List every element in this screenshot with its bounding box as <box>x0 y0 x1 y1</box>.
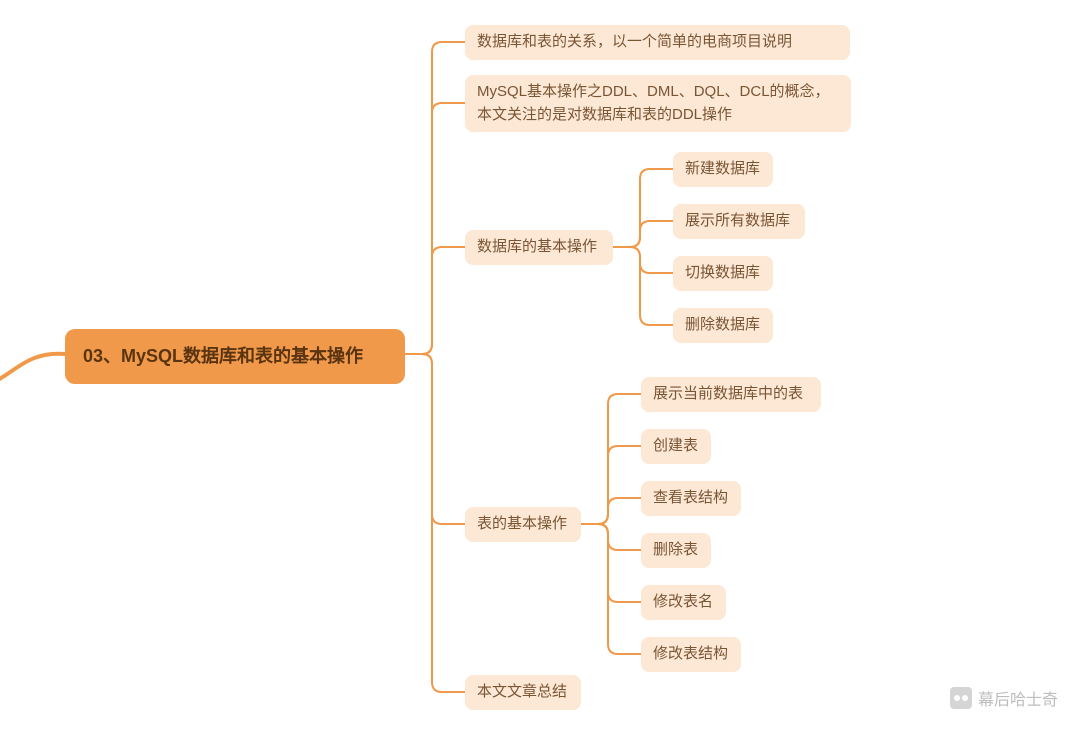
mindmap-node[interactable]: 展示所有数据库 <box>673 204 805 239</box>
mindmap-node[interactable]: 修改表名 <box>641 585 726 620</box>
root-node[interactable]: 03、MySQL数据库和表的基本操作 <box>65 329 405 384</box>
mindmap-node[interactable]: 修改表结构 <box>641 637 741 672</box>
mindmap-node[interactable]: 删除数据库 <box>673 308 773 343</box>
mindmap-node[interactable]: 删除表 <box>641 533 711 568</box>
connector <box>581 524 641 654</box>
connector <box>405 247 465 354</box>
mindmap-node[interactable]: 表的基本操作 <box>465 507 581 542</box>
mindmap-node[interactable]: 查看表结构 <box>641 481 741 516</box>
mindmap-node[interactable]: 新建数据库 <box>673 152 773 187</box>
connector <box>581 446 641 524</box>
mindmap-node[interactable]: 创建表 <box>641 429 711 464</box>
mindmap-node[interactable]: 数据库的基本操作 <box>465 230 613 265</box>
mindmap-node[interactable]: 数据库和表的关系，以一个简单的电商项目说明 <box>465 25 850 60</box>
connector <box>405 354 465 692</box>
root-tail <box>0 354 65 390</box>
connector <box>613 247 673 273</box>
connector <box>581 524 641 602</box>
connector <box>613 169 673 247</box>
watermark: 幕后哈士奇 <box>950 686 1058 710</box>
connector <box>581 498 641 524</box>
mindmap-node[interactable]: 切换数据库 <box>673 256 773 291</box>
connector <box>613 247 673 325</box>
connector <box>581 524 641 550</box>
connector <box>405 42 465 354</box>
connector <box>405 103 465 354</box>
wechat-icon <box>950 687 972 709</box>
mindmap-node[interactable]: MySQL基本操作之DDL、DML、DQL、DCL的概念，本文关注的是对数据库和… <box>465 75 851 132</box>
connector <box>613 221 673 247</box>
watermark-text: 幕后哈士奇 <box>978 686 1058 710</box>
mindmap-node[interactable]: 展示当前数据库中的表 <box>641 377 821 412</box>
connector <box>405 354 465 524</box>
mindmap-node[interactable]: 本文文章总结 <box>465 675 581 710</box>
connector <box>581 394 641 524</box>
